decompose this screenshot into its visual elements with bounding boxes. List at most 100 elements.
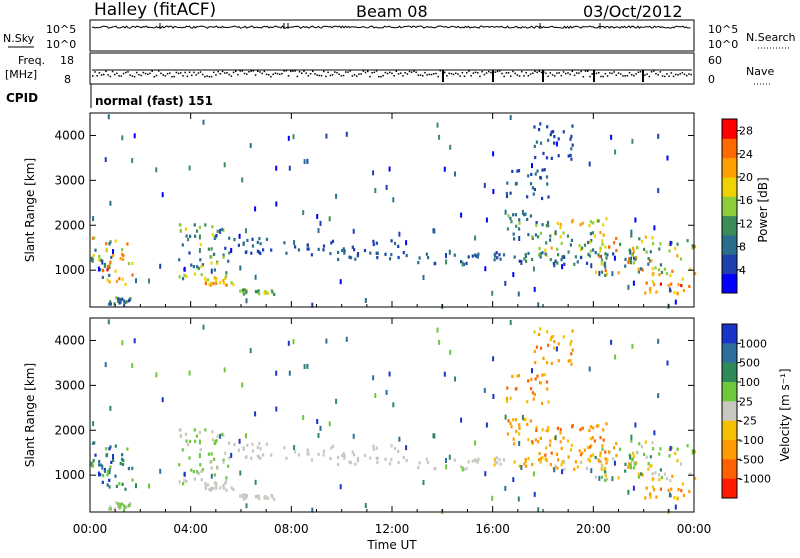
heatmap-cell: [246, 443, 249, 447]
heatmap-cell: [538, 458, 541, 462]
colorbar-segment: [722, 343, 737, 364]
heatmap-cell: [213, 457, 216, 461]
heatmap-cell: [184, 227, 187, 231]
heatmap-cell: [201, 263, 204, 267]
heatmap-cell: [184, 432, 187, 436]
heatmap-cell: [523, 418, 526, 422]
heatmap-cell: [659, 242, 662, 246]
heatmap-cell: [535, 428, 538, 432]
heatmap-cell: [645, 486, 648, 490]
heatmap-cell: [504, 414, 507, 420]
heatmap-cell: [129, 297, 132, 301]
heatmap-cell: [533, 187, 536, 192]
heatmap-cell: [443, 166, 446, 172]
nave-dot: [151, 70, 153, 72]
heatmap-cell: [185, 479, 188, 483]
heatmap-cell: [534, 233, 537, 237]
heatmap-cell: [663, 472, 666, 476]
heatmap-cell: [195, 229, 199, 233]
heatmap-cell: [603, 261, 607, 265]
heatmap-cell: [460, 417, 463, 423]
heatmap-cell: [615, 453, 618, 458]
heatmap-cell: [445, 458, 447, 463]
heatmap-cell: [493, 457, 496, 461]
nave-dot: [624, 75, 626, 77]
heatmap-cell: [624, 469, 627, 473]
heatmap-cell: [210, 486, 213, 490]
colorbar-segment: [722, 119, 737, 139]
nave-dot: [131, 75, 134, 77]
heatmap-cell: [405, 253, 408, 258]
heatmap-cell: [676, 447, 679, 451]
heatmap-cell: [329, 252, 332, 256]
heatmap-cell: [645, 250, 648, 254]
nave-dot: [549, 72, 552, 74]
nave-dot: [144, 72, 147, 75]
heatmap-cell: [632, 246, 635, 250]
heatmap-cell: [90, 256, 93, 262]
heatmap-cell: [598, 254, 601, 259]
heatmap-cell: [539, 122, 542, 126]
heatmap-cell: [448, 249, 451, 255]
heatmap-cell: [694, 477, 697, 481]
heatmap-cell: [204, 223, 207, 227]
heatmap-cell: [628, 257, 631, 261]
heatmap-cell: [550, 130, 553, 134]
nave-dot: [650, 71, 653, 73]
heatmap-cell: [605, 461, 608, 465]
colorbar-tick-label: 100: [739, 376, 760, 389]
x-tick-label: 16:00: [475, 522, 510, 536]
heatmap-cell: [573, 467, 576, 471]
heatmap-cell: [494, 459, 497, 463]
heatmap-cell: [193, 223, 196, 227]
nave-dot: [199, 71, 202, 73]
heatmap-cell: [228, 456, 231, 460]
nave-dot: [318, 74, 321, 77]
heatmap-cell: [585, 466, 589, 470]
heatmap-cell: [579, 223, 582, 227]
heatmap-cell: [514, 387, 517, 391]
heatmap-cell: [561, 469, 564, 475]
date-label: 03/Oct/2012: [583, 2, 683, 21]
heatmap-cell: [161, 397, 164, 403]
heatmap-cell: [604, 265, 607, 269]
heatmap-cell: [630, 434, 633, 440]
nave-dot: [518, 75, 521, 77]
heatmap-cell: [202, 324, 205, 330]
heatmap-cell: [512, 213, 515, 217]
heatmap-cell: [657, 393, 660, 399]
nave-dot: [598, 72, 600, 74]
heatmap-cell: [259, 447, 262, 451]
heatmap-cell: [306, 448, 309, 452]
heatmap-cell: [329, 457, 332, 461]
nave-tick-high: 60: [708, 54, 722, 67]
nave-dot: [675, 73, 677, 76]
nave-dot: [133, 75, 136, 78]
heatmap-cell: [569, 342, 572, 346]
heatmap-cell: [225, 271, 228, 275]
heatmap-cell: [348, 255, 351, 259]
heatmap-cell: [124, 282, 127, 286]
heatmap-cell: [613, 241, 616, 245]
nave-dot: [523, 75, 525, 77]
heatmap-cell: [538, 333, 541, 337]
heatmap-cell: [462, 467, 466, 472]
heatmap-cell: [192, 470, 195, 474]
heatmap-cell: [121, 135, 124, 141]
heatmap-cell: [285, 456, 288, 460]
heatmap-cell: [559, 440, 562, 444]
heatmap-cell: [647, 262, 650, 266]
heatmap-cell: [106, 483, 109, 487]
heatmap-cell: [114, 444, 117, 448]
heatmap-cell: [364, 503, 367, 508]
colorbar-segment: [722, 215, 737, 236]
heatmap-cell: [398, 231, 401, 237]
heatmap-cell: [283, 446, 286, 450]
heatmap-cell: [454, 376, 456, 382]
heatmap-cell: [211, 233, 214, 237]
heatmap-cell: [219, 281, 222, 285]
heatmap-cell: [485, 217, 488, 223]
heatmap-cell: [556, 466, 559, 470]
nave-dot: [426, 74, 428, 76]
heatmap-cell: [102, 474, 105, 478]
